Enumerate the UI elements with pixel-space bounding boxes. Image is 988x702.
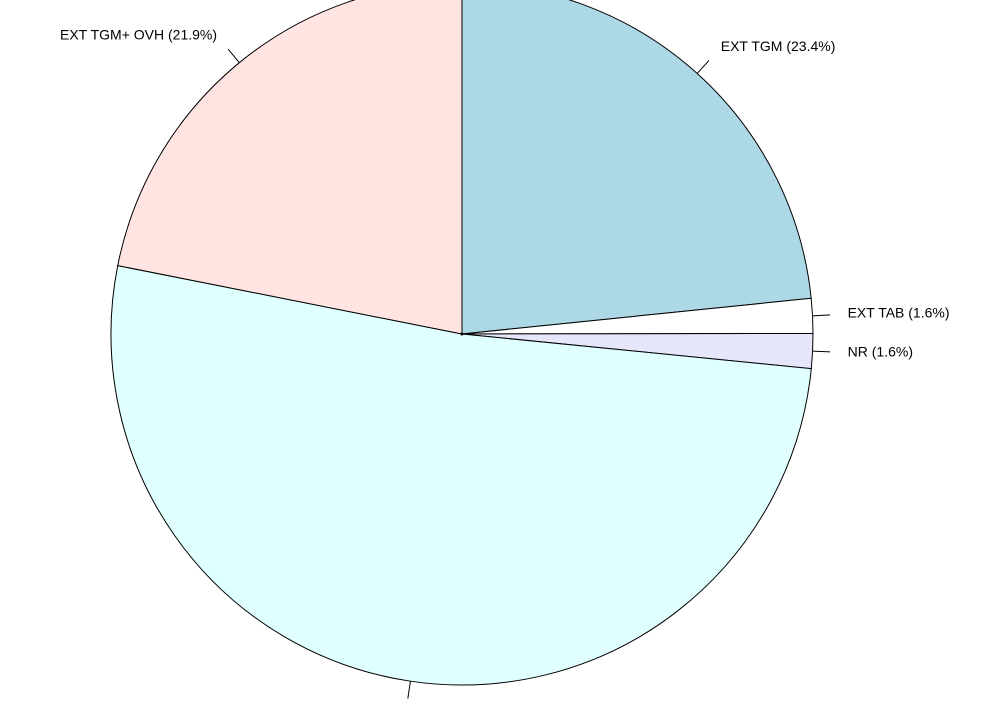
label-ext-tab: EXT TAB (1.6%)	[848, 305, 950, 321]
slice-labels: EXT TGM (23.4%)EXT TAB (1.6%)NR (1.6%)No…	[60, 26, 950, 359]
leader-ext-tgm-ovh	[227, 48, 240, 64]
leader-no-operados	[407, 681, 411, 699]
label-ext-tgm-ovh: EXT TGM+ OVH (21.9%)	[60, 26, 217, 42]
label-nr: NR (1.6%)	[848, 343, 913, 359]
pie-slices	[110, 0, 814, 686]
label-leaders	[227, 48, 831, 699]
leader-nr	[812, 350, 831, 353]
label-ext-tgm: EXT TGM (23.4%)	[721, 38, 836, 54]
slice-ext-tgm-ovh	[117, 0, 463, 335]
pie-center	[460, 332, 464, 336]
slice-no-operados	[110, 265, 812, 686]
leader-ext-tgm	[696, 60, 710, 74]
leader-ext-tab	[812, 314, 831, 317]
